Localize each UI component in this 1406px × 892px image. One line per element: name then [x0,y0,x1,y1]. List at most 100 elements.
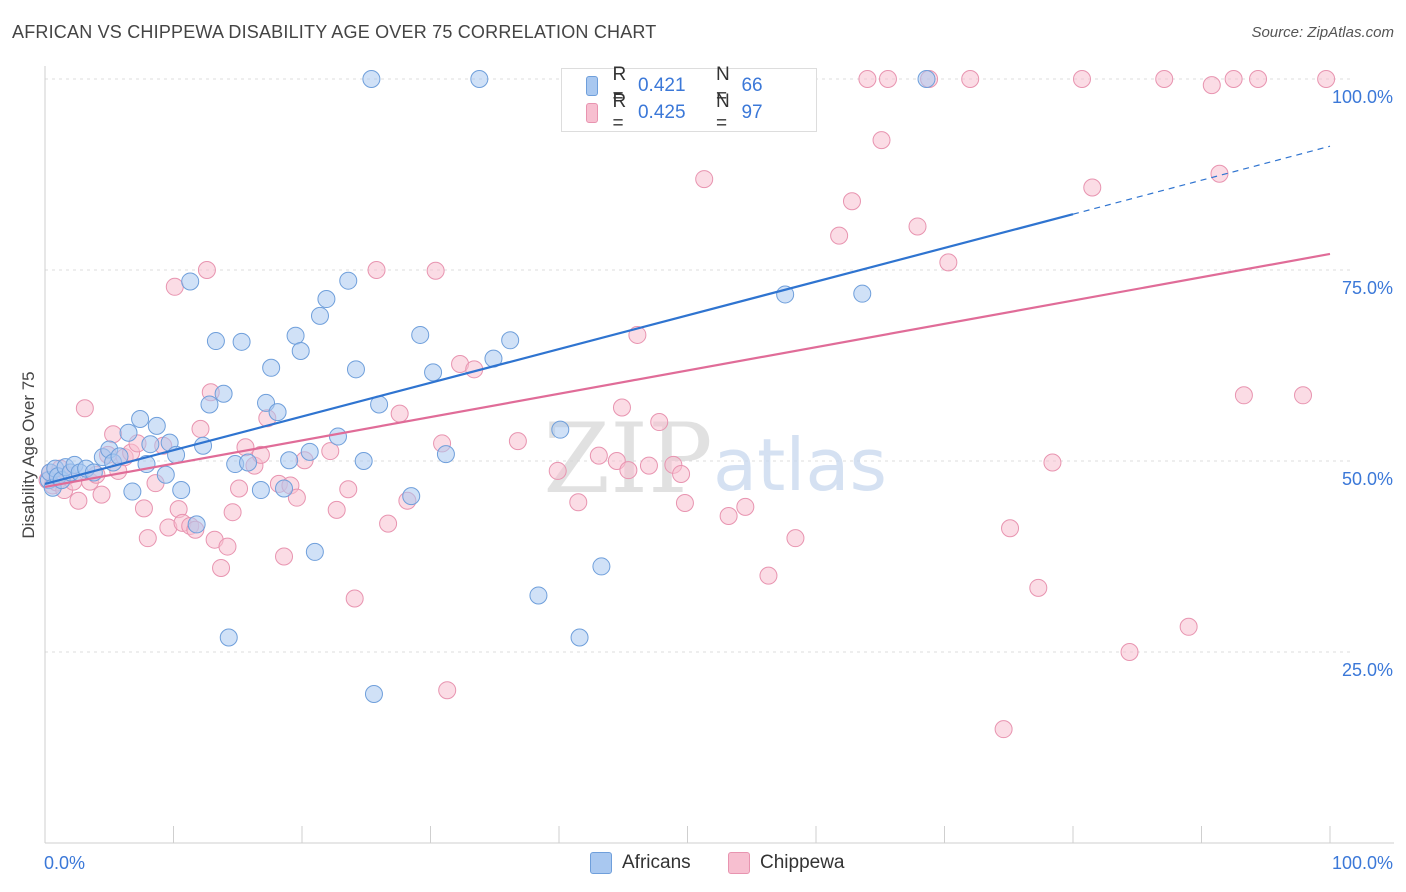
chippewa-point [75,399,94,418]
chippewa-point [92,485,111,504]
chippewa-point [1210,164,1229,183]
chippewa-point [786,529,805,548]
chippewa-point [379,514,398,533]
chippewa-point [589,446,608,465]
chippewa-point [878,70,897,88]
chippewa-point [858,70,877,88]
chippewa-point [994,720,1013,739]
x-tick-label: 100.0% [1332,853,1393,873]
africans-point [200,395,219,414]
africans-point [291,341,310,360]
africans-point [141,435,160,454]
chippewa-point [327,500,346,519]
y-tick-label: 25.0% [1342,660,1393,680]
africans-point [262,358,281,377]
africans-point [328,427,347,446]
chippewa-point [639,456,658,475]
africans-point [219,628,238,647]
africans-point [214,384,233,403]
africans-point [592,557,611,576]
africans-point [436,445,455,464]
chippewa-point [1179,617,1198,636]
africans-point [551,420,570,439]
africans-point [187,515,206,534]
chippewa-legend-swatch [728,852,750,874]
chippewa-point [1249,70,1268,88]
africans-point [917,70,936,88]
africans-point [119,423,138,442]
chippewa-point [345,589,364,608]
legend-item-africans[interactable]: Africans [590,852,691,874]
chippewa-point [508,432,527,451]
africans-points [39,70,936,704]
africans-point [181,272,200,291]
africans-point [123,482,142,501]
chippewa-point [1001,519,1020,538]
chippewa-point [390,404,409,423]
africans-point [501,331,520,350]
chippewa-point [1234,386,1253,405]
africans-point [310,306,329,325]
chippewa-point [569,493,588,512]
x-tick-label: 0.0% [44,853,85,873]
africans-point [362,70,381,88]
africans-point [346,360,365,379]
chippewa-point [830,226,849,245]
n-key: N = [715,64,730,107]
chippewa-point [872,131,891,150]
chippewa-point [695,170,714,189]
africans-point [364,685,383,704]
chippewa-point [1317,70,1336,88]
r-key: R = [612,64,627,107]
africans-point [411,325,430,344]
chippewa-point [287,488,306,507]
chippewa-point [138,529,157,548]
watermark-atlas: atlas [713,423,887,507]
stats-row-chippewa: R = 0.425 N = 97 [586,91,819,134]
source-label: Source: ZipAtlas.com [1251,24,1394,41]
africans-point [251,481,270,500]
africans-point [354,452,373,470]
legend-item-chippewa[interactable]: Chippewa [728,852,845,874]
y-axis-label: Disability Age Over 75 [19,371,38,538]
africans-point [147,416,166,435]
axes [44,66,1394,844]
stats-row-africans: R = 0.421 N = 66 [586,64,819,107]
trend-lines [44,145,1331,489]
chippewa-point [842,192,861,211]
chippewa-point [672,464,691,483]
chippewa-point [650,413,669,432]
chippewa-point [675,494,694,513]
n-value-africans: 66 [741,75,763,96]
chippewa-point [1029,578,1048,597]
africans-swatch [586,76,599,96]
chippewa-point [1072,70,1091,88]
africans-point [424,363,443,382]
africans-point [268,403,287,422]
africans-point [470,70,489,88]
africans-point [206,332,225,351]
africans-trend-extension [1072,145,1331,215]
chart-title: AFRICAN VS CHIPPEWA DISABILITY AGE OVER … [12,22,657,42]
chippewa-point [1224,70,1243,88]
chippewa-point [134,499,153,518]
chippewa-point [230,479,249,498]
africans-trend-line [44,213,1074,485]
chippewa-point [1043,453,1062,472]
grid [45,78,1350,653]
chippewa-point [759,566,778,585]
chippewa-point [612,398,631,417]
y-tick-label: 75.0% [1342,278,1393,298]
y-tick-label: 50.0% [1342,469,1393,489]
chippewa-point [1202,76,1221,95]
chippewa-trend-line [44,252,1331,489]
chippewa-point [223,503,242,522]
series-legend: Africans Chippewa [0,852,1406,878]
r-value-chippewa: 0.425 [637,102,686,123]
chippewa-point [939,253,958,272]
stats-legend: R = 0.421 N = 66 R = 0.425 N = 97 [561,64,819,134]
africans-point [317,290,336,309]
africans-point [275,479,294,498]
chippewa-point [191,419,210,438]
